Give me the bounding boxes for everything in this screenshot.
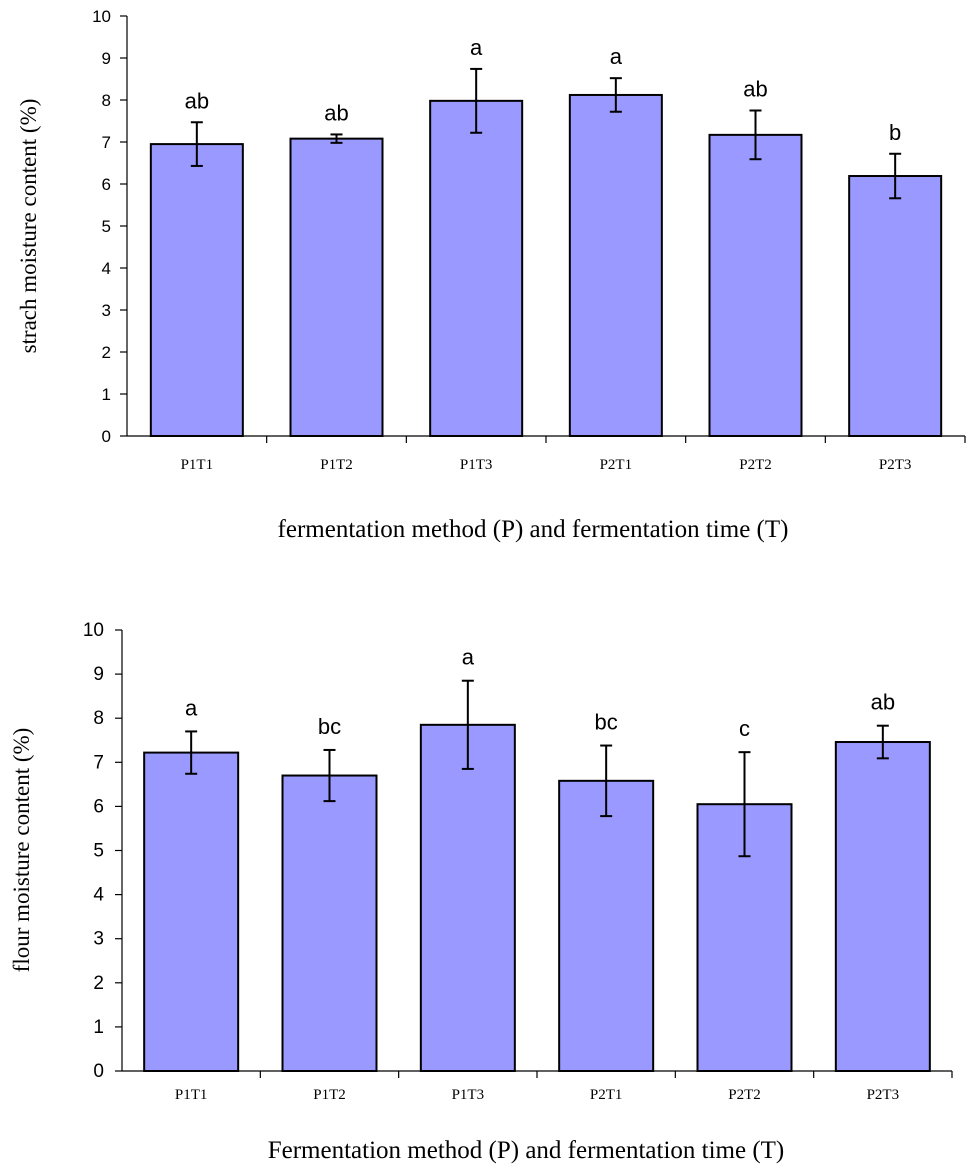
bar-p2t3 xyxy=(834,741,931,1072)
bar-p1t1 xyxy=(149,143,244,437)
bar-p1t3 xyxy=(429,99,524,437)
y-tick-label: 8 xyxy=(102,91,111,110)
error-bar-p2t1 xyxy=(600,744,613,818)
chart2-y-ticks: 0 1 2 3 4 5 6 7 8 9 10 xyxy=(83,620,122,1082)
significance-label: a xyxy=(185,695,198,720)
x-tick-label: P1T2 xyxy=(313,1087,346,1103)
chart1-x-ticks: P1T1 P1T2 P1T3 P2T1 P2T2 P2T3 xyxy=(181,436,966,473)
chart2-x-axis-title: Fermentation method (P) and fermentation… xyxy=(268,1137,785,1164)
significance-label: ab xyxy=(871,690,895,715)
chart2-bars xyxy=(143,723,931,1073)
y-tick-label: 2 xyxy=(93,973,104,994)
bar-p1t3 xyxy=(419,723,516,1072)
chart1-bars xyxy=(149,93,943,438)
bar-p2t3 xyxy=(848,175,943,438)
significance-label: b xyxy=(889,120,901,145)
chart2-y-axis-title: flour moisture content (%) xyxy=(9,728,34,973)
chart2-x-ticks: P1T1 P1T2 P1T3 P2T1 P2T2 P2T3 xyxy=(175,1071,953,1103)
bar-p1t2 xyxy=(281,774,378,1073)
y-tick-label: 4 xyxy=(93,885,104,906)
chart2-error-bars xyxy=(185,679,889,858)
chart2-significance-labels: a bc a bc c ab xyxy=(185,645,895,741)
error-bar-p1t3 xyxy=(470,67,483,134)
error-bar-p2t3 xyxy=(876,724,889,760)
x-tick-label: P1T3 xyxy=(460,457,493,473)
x-tick-label: P1T3 xyxy=(452,1087,485,1103)
significance-label: a xyxy=(462,645,475,670)
error-bar-p1t3 xyxy=(461,679,474,770)
bar-p2t1 xyxy=(568,93,663,438)
error-bar-p2t3 xyxy=(889,152,902,200)
bar-p2t1 xyxy=(558,779,655,1073)
x-tick-label: P2T1 xyxy=(600,457,633,473)
y-tick-label: 6 xyxy=(93,796,104,817)
y-tick-label: 5 xyxy=(93,841,104,862)
error-bar-p1t1 xyxy=(185,730,198,775)
error-bar-p1t2 xyxy=(323,748,336,803)
x-tick-label: P1T2 xyxy=(320,457,353,473)
significance-label: ab xyxy=(185,88,209,113)
x-tick-label: P2T3 xyxy=(867,1087,900,1103)
error-bar-p2t2 xyxy=(749,109,762,161)
bar-p1t2 xyxy=(289,137,384,437)
y-tick-label: 1 xyxy=(102,385,111,404)
significance-label: ab xyxy=(324,100,348,125)
bar-p1t1 xyxy=(143,751,240,1073)
chart1-x-axis-title: fermentation method (P) and fermentation… xyxy=(278,516,789,543)
chart1-y-ticks: 0 1 2 3 4 5 6 7 8 9 10 xyxy=(92,7,127,446)
y-tick-label: 9 xyxy=(102,49,111,68)
x-tick-label: P1T1 xyxy=(181,457,214,473)
y-tick-label: 0 xyxy=(102,427,111,446)
x-tick-label: P2T2 xyxy=(739,457,772,473)
bar-p2t2 xyxy=(708,133,803,438)
y-tick-label: 6 xyxy=(102,175,111,194)
y-tick-label: 1 xyxy=(93,1017,104,1038)
y-tick-label: 4 xyxy=(102,259,111,278)
y-tick-label: 10 xyxy=(92,7,111,26)
y-tick-label: 2 xyxy=(102,343,111,362)
y-tick-label: 8 xyxy=(93,708,104,729)
chart-flour-moisture: flour moisture content (%) Fermentation … xyxy=(9,620,953,1164)
error-bar-p1t2 xyxy=(330,133,343,144)
chart-strach-moisture: strach moisture content (%) fermentation… xyxy=(16,7,966,543)
significance-label: a xyxy=(610,44,623,69)
x-tick-label: P2T2 xyxy=(728,1087,761,1103)
y-tick-label: 0 xyxy=(93,1061,104,1082)
error-bar-p2t1 xyxy=(609,77,622,113)
significance-label: a xyxy=(470,35,483,60)
significance-label: ab xyxy=(743,77,767,102)
x-tick-label: P1T1 xyxy=(175,1087,208,1103)
y-tick-label: 3 xyxy=(93,929,104,950)
significance-label: bc xyxy=(595,710,618,735)
significance-label: c xyxy=(739,716,750,741)
y-tick-label: 3 xyxy=(102,301,111,320)
chart1-y-axis-title: strach moisture content (%) xyxy=(16,99,41,354)
y-tick-label: 10 xyxy=(83,620,104,641)
error-bar-p1t1 xyxy=(190,121,203,167)
y-tick-label: 7 xyxy=(102,133,111,152)
y-tick-label: 5 xyxy=(102,217,111,236)
significance-label: bc xyxy=(318,714,341,739)
chart1-error-bars xyxy=(190,67,902,200)
error-bar-p2t2 xyxy=(738,751,751,858)
chart1-significance-labels: ab ab a a ab b xyxy=(185,35,902,145)
x-tick-label: P2T3 xyxy=(879,457,912,473)
x-tick-label: P2T1 xyxy=(590,1087,623,1103)
y-tick-label: 9 xyxy=(93,664,104,685)
y-tick-label: 7 xyxy=(93,752,104,773)
